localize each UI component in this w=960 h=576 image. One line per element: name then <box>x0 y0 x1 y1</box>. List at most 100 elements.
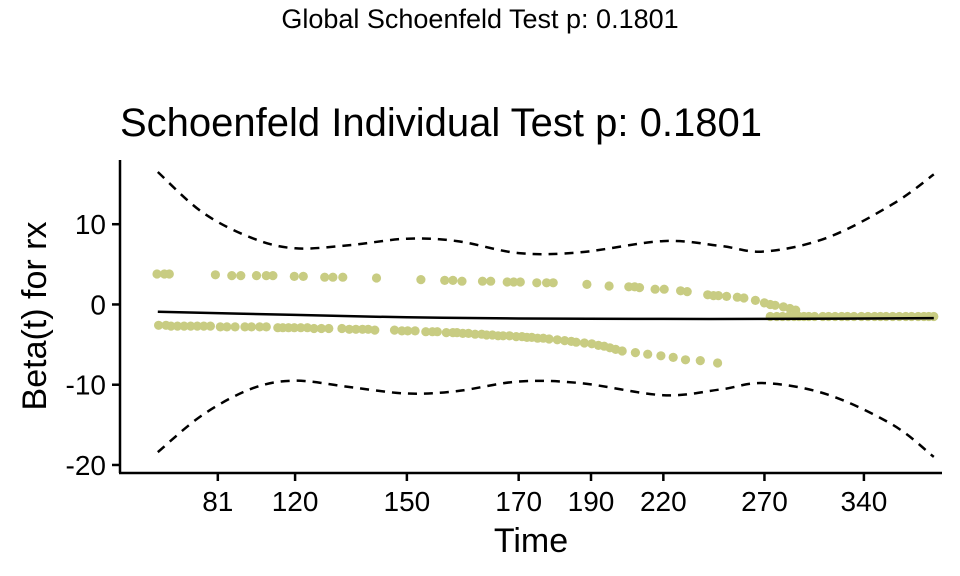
residual-point <box>617 346 627 356</box>
y-axis-ticks: 10 0 -10 -20 <box>66 209 120 481</box>
x-tick-label: 170 <box>495 486 542 517</box>
residual-point <box>166 321 176 331</box>
residual-point <box>739 293 749 303</box>
residual-point <box>682 287 692 297</box>
residual-point <box>324 323 334 334</box>
fitted-beta-line <box>157 310 934 321</box>
residual-point <box>722 291 732 301</box>
residual-point <box>296 323 306 333</box>
residual-point <box>544 334 554 344</box>
residual-point <box>344 324 354 334</box>
residual-point <box>389 325 400 335</box>
residual-point <box>215 322 225 332</box>
plot-title: Schoenfeld Individual Test p: 0.1801 <box>120 101 762 145</box>
residual-point <box>186 321 196 331</box>
residual-point <box>634 283 645 293</box>
residual-point <box>532 278 542 288</box>
residual-point <box>457 276 467 286</box>
residual-point <box>289 271 299 281</box>
residual-point <box>486 276 496 286</box>
residual-point <box>668 352 678 362</box>
residual-point <box>695 356 705 366</box>
residual-point <box>246 322 257 332</box>
y-tick-label: -10 <box>66 370 106 401</box>
residual-point <box>338 272 348 282</box>
residual-point <box>650 284 660 294</box>
residual-point <box>770 300 780 310</box>
residual-point <box>403 326 413 336</box>
residual-point <box>255 322 265 332</box>
residual-point <box>659 284 669 294</box>
residual-point <box>929 311 939 322</box>
residual-point <box>261 271 271 281</box>
x-tick-label: 270 <box>741 486 788 517</box>
residual-point <box>416 275 426 285</box>
residual-point <box>713 358 723 368</box>
residual-point <box>251 271 262 281</box>
x-tick-label: 340 <box>841 486 888 517</box>
residual-point <box>298 271 308 281</box>
global-test-title: Global Schoenfeld Test p: 0.1801 <box>281 4 679 34</box>
residual-point <box>509 277 519 287</box>
y-tick-label: 0 <box>90 289 106 320</box>
residual-point <box>309 323 319 334</box>
residual-point <box>172 321 183 331</box>
upper-confidence-band <box>156 171 935 256</box>
residual-point <box>750 295 761 305</box>
residual-point <box>604 281 614 291</box>
residual-point <box>571 337 581 347</box>
x-tick-label: 190 <box>568 486 615 517</box>
residual-point <box>371 273 382 283</box>
residual-point <box>154 320 164 330</box>
residual-point <box>199 321 209 331</box>
residual-point <box>179 321 189 331</box>
y-tick-label: -20 <box>66 450 106 481</box>
residual-point <box>579 338 590 348</box>
residual-point <box>477 276 488 286</box>
residual-point <box>470 329 480 339</box>
residual-point <box>498 331 508 341</box>
residual-point <box>328 272 338 282</box>
x-tick-label: 150 <box>384 486 431 517</box>
residual-point <box>548 278 558 288</box>
residual-point <box>351 324 361 334</box>
residual-point <box>164 269 174 279</box>
residual-point <box>222 322 232 332</box>
residual-point <box>227 271 237 281</box>
residual-point <box>152 269 162 279</box>
y-axis-title: Beta(t) for rx <box>16 222 54 411</box>
residual-point <box>236 271 246 281</box>
residual-point <box>210 270 220 280</box>
residual-point <box>268 271 278 281</box>
residual-point <box>320 272 330 282</box>
residual-point <box>502 277 512 287</box>
x-tick-label: 220 <box>640 486 687 517</box>
residual-point <box>316 323 326 334</box>
residual-point <box>230 322 240 332</box>
residual-point <box>656 351 666 361</box>
residual-point <box>205 321 215 331</box>
residual-point <box>643 349 653 359</box>
residual-point <box>289 323 299 333</box>
residual-point <box>552 335 562 345</box>
residual-point <box>440 275 450 285</box>
residual-point <box>713 291 724 301</box>
residual-point <box>240 322 250 332</box>
lower-confidence-band <box>157 379 935 458</box>
residual-point <box>432 327 442 337</box>
residual-point <box>370 325 380 335</box>
residual-point <box>448 275 458 285</box>
residual-point <box>337 323 347 334</box>
residual-point <box>515 277 525 287</box>
x-tick-label: 120 <box>272 486 319 517</box>
residual-point <box>542 278 552 288</box>
residual-point <box>261 322 271 332</box>
residual-point <box>421 327 431 337</box>
x-axis-ticks: 81 120 150 170 190 220 270 340 <box>202 473 887 517</box>
residual-point <box>192 321 202 331</box>
residual-point <box>582 279 592 289</box>
plot-area <box>152 171 939 458</box>
residual-point <box>680 355 691 365</box>
residual-point <box>630 348 641 358</box>
